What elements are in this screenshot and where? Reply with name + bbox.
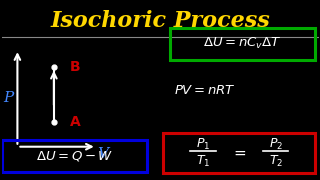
Text: B: B	[70, 60, 80, 74]
Text: $=$: $=$	[231, 146, 247, 160]
Text: Isochoric Process: Isochoric Process	[50, 10, 270, 32]
Text: $PV = nRT$: $PV = nRT$	[173, 84, 236, 96]
Text: V: V	[98, 147, 108, 161]
Text: $P_2$: $P_2$	[269, 136, 283, 152]
Text: A: A	[70, 115, 80, 129]
Text: $T_2$: $T_2$	[269, 154, 283, 169]
Text: $T_1$: $T_1$	[196, 154, 210, 169]
Text: P: P	[3, 91, 13, 105]
Text: $\Delta U = nC_v\Delta T$: $\Delta U = nC_v\Delta T$	[203, 36, 282, 51]
Text: $\Delta U = Q - W$: $\Delta U = Q - W$	[36, 148, 113, 163]
Text: $P_1$: $P_1$	[196, 136, 210, 152]
